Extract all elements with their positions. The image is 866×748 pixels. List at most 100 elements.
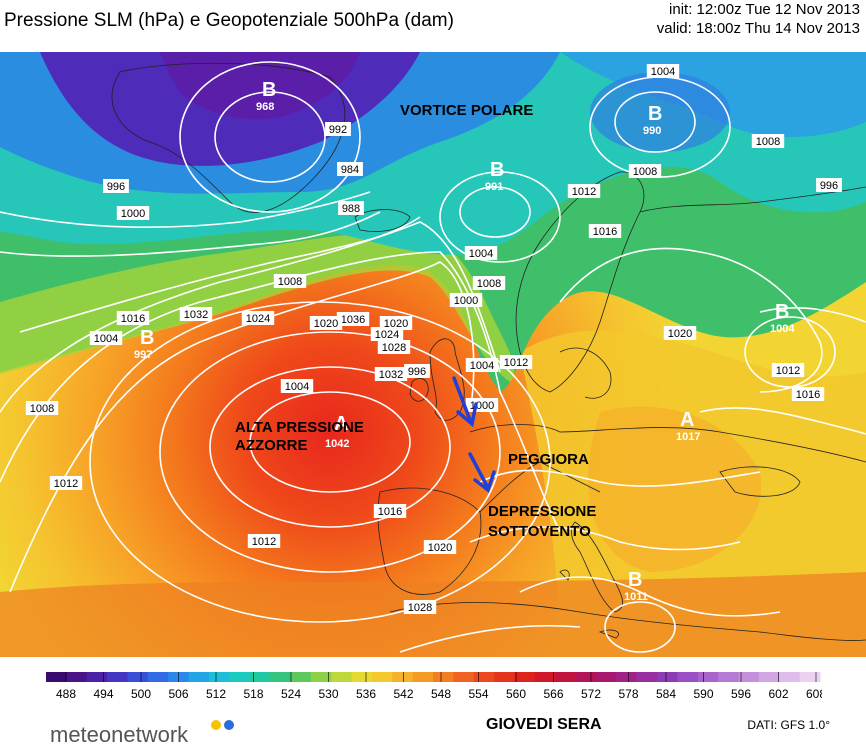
isobar-label-box [374, 367, 408, 381]
pressure-centers: B 968 B 991 B 990 B 997 B 1004 B 1011 [134, 79, 795, 603]
isobar-label-box [89, 331, 123, 345]
colorbar-swatch [147, 672, 169, 682]
colorbar-tick-label: 500 [131, 687, 151, 701]
center-letter: B [628, 569, 642, 591]
isobar-label-box [816, 178, 842, 192]
isobar-label-text: 1032 [379, 369, 403, 381]
isobar-label-box [338, 201, 364, 215]
annotation-azores-high-1: ALTA PRESSIONE [235, 419, 364, 436]
isobar-label-text: 996 [820, 180, 838, 192]
isobar-label-box [116, 311, 150, 325]
annotation-worsening: PEGGIORA [508, 451, 589, 468]
isobar-label-text: 1016 [796, 389, 820, 401]
colorbar-swatch [249, 672, 271, 682]
colorbar-tick-label: 554 [468, 687, 488, 701]
isobar-label: 1000 [465, 398, 499, 412]
colorbar-swatch [534, 672, 556, 682]
colorbar-swatch [636, 672, 658, 682]
isobar-labels: 1000 996 992 984 988 1004 1008 1012 1016 1020 1024… [25, 64, 842, 614]
isobar-label-box [241, 311, 275, 325]
annotation-polar-vortex: VORTICE POLARE [400, 102, 533, 119]
colorbar-swatch [697, 672, 719, 682]
isobar-label: 1028 [377, 340, 411, 354]
colorbar-tick-label: 578 [618, 687, 638, 701]
colorbar-tick-label: 548 [431, 687, 451, 701]
isobar-label: 1000 [116, 206, 150, 220]
arrow-2 [468, 452, 490, 490]
annotation-azores-high-2: AZZORRE [235, 437, 308, 454]
isobar-label: 996 [404, 364, 430, 378]
colorbar-tick-label: 530 [318, 687, 338, 701]
colorbar-swatch [718, 672, 740, 682]
colorbar-swatch [188, 672, 210, 682]
high-center-balkans: A 1017 [676, 409, 700, 443]
colorbar-ticks: 488 494 500 506 512 518 524 530 536 542 548 554 560 5… [56, 672, 822, 701]
isobar-label: 1004 [465, 358, 499, 372]
isobar-label: 1012 [247, 534, 281, 548]
center-value: 1017 [676, 431, 700, 443]
isobar-label: 1020 [663, 326, 697, 340]
isobar-label-text: 1020 [314, 318, 338, 330]
isobar-label-text: 1008 [30, 403, 54, 415]
colorbar-swatch [412, 672, 434, 682]
colorbar-tick-label: 602 [768, 687, 788, 701]
isobar-label-box [449, 293, 483, 307]
isobar-label-text: 1004 [285, 381, 309, 393]
isobar-label-text: 1016 [121, 313, 145, 325]
isobar-label-box [25, 401, 59, 415]
arrow-2-head [473, 470, 496, 493]
center-value: 991 [485, 181, 503, 193]
colorbar-swatch [229, 672, 251, 682]
isobar-label-text: 984 [341, 164, 359, 176]
isobar-label-text: 1004 [469, 248, 493, 260]
colorbar-tick-label: 536 [356, 687, 376, 701]
isobar-label: 1024 [370, 327, 404, 341]
isobar-label-box [663, 326, 697, 340]
colorbar-swatch [514, 672, 536, 682]
colorbar-tick-label: 590 [693, 687, 713, 701]
isobar-label-box [472, 276, 506, 290]
colorbar-swatches [46, 672, 821, 682]
center-letter: A [680, 409, 694, 431]
colorbar-tick-label: 518 [243, 687, 263, 701]
isobar-label: 1012 [499, 355, 533, 369]
isobar-label: 1036 [336, 312, 370, 326]
isobar-label-box [49, 476, 83, 490]
low-center-italy: B 1011 [624, 569, 648, 603]
init-time: init: 12:00z Tue 12 Nov 2013 [669, 1, 860, 18]
isobar-label: 1008 [25, 401, 59, 415]
isobar-label-box [567, 184, 601, 198]
logo-dots [211, 720, 234, 730]
isobar-label: 1016 [791, 387, 825, 401]
isobar-label: 1016 [373, 504, 407, 518]
isobar-label-box [465, 358, 499, 372]
run-info: init: 12:00z Tue 12 Nov 2013 valid: 18:0… [657, 0, 860, 38]
colorbar-swatch [310, 672, 332, 682]
isobar-label-box [588, 224, 622, 238]
isobar-label: 1008 [273, 274, 307, 288]
colorbar-swatch [677, 672, 699, 682]
isobar-label: 1024 [241, 311, 275, 325]
colorbar-swatch [66, 672, 88, 682]
colorbar-swatch [575, 672, 597, 682]
colorbar-swatch [107, 672, 128, 682]
colorbar-swatch [351, 672, 373, 682]
high-center-azores: A 1042 [325, 413, 349, 450]
isobar-label-box [247, 534, 281, 548]
isobar-label-box [179, 307, 213, 321]
isobar-label: 996 [103, 179, 129, 193]
annotation-lee-low-1: DEPRESSIONE [488, 503, 596, 520]
colorbar-swatch [657, 672, 678, 682]
colorbar-swatch [290, 672, 312, 682]
center-value: 990 [643, 125, 661, 137]
center-letter: B [262, 79, 276, 101]
isobar-label-text: 1004 [470, 360, 494, 372]
colorbar-swatch [86, 672, 108, 682]
isobar-label-box [379, 316, 413, 330]
colorbar-swatch [555, 672, 577, 682]
flow-arrows [452, 376, 496, 493]
colorbar-tick-label: 512 [206, 687, 226, 701]
arrow-1 [452, 376, 472, 422]
isobar-label: 1016 [588, 224, 622, 238]
isobar-label-box [325, 122, 351, 136]
